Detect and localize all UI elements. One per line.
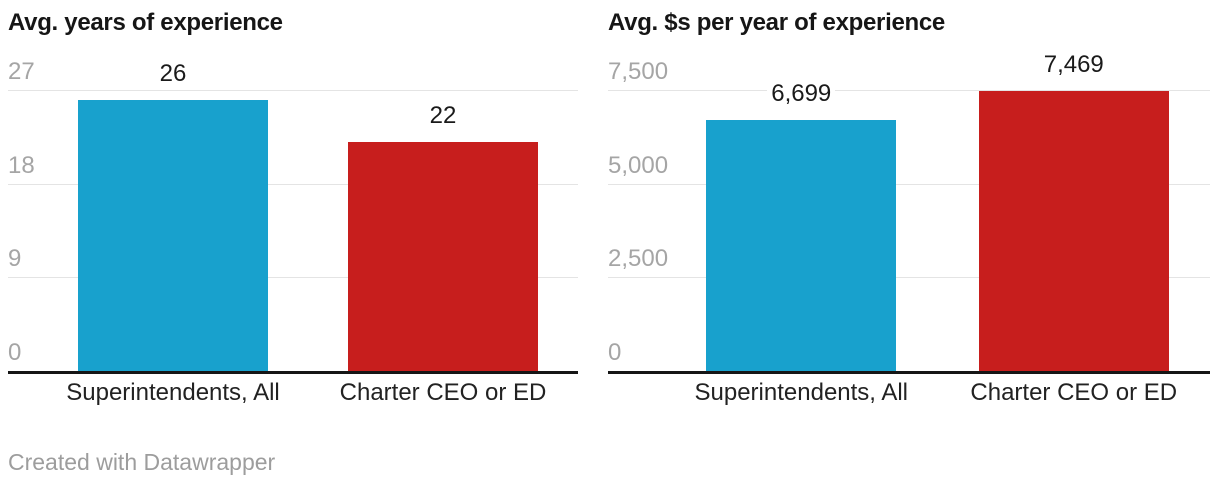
gridline xyxy=(608,183,1210,185)
y-axis-tick-label: 9 xyxy=(8,245,22,273)
gridline xyxy=(8,277,578,279)
y-axis-tick-label: 27 xyxy=(8,58,35,85)
chart-title: Avg. $s per year of experience xyxy=(608,9,945,36)
chart-title: Avg. years of experience xyxy=(8,9,283,36)
plot-area: 0 2,500 5,000 7,500 6,699 7,469 xyxy=(608,51,1210,374)
gridline xyxy=(608,277,1210,279)
gridline xyxy=(608,90,1210,91)
y-axis-tick-label: 5,000 xyxy=(608,151,669,179)
bar-value-label: 22 xyxy=(425,102,461,131)
x-axis-category-label: Superintendents, All xyxy=(66,379,280,406)
bar-superintendents-all xyxy=(706,120,897,371)
plot-area: 0 9 18 27 26 22 xyxy=(8,59,578,374)
gridline xyxy=(8,90,578,91)
x-axis-category-label: Charter CEO or ED xyxy=(970,379,1178,406)
y-axis-tick-label: 0 xyxy=(8,339,22,366)
bar-charter-ceo-or-ed xyxy=(978,91,1169,371)
y-axis-tick-label: 18 xyxy=(8,151,35,179)
y-axis-tick-label: 2,500 xyxy=(608,245,669,273)
bar-value-label: 7,469 xyxy=(1039,51,1108,80)
datawrapper-credit-link[interactable]: Created with Datawrapper xyxy=(8,449,276,475)
bar-value-label: 26 xyxy=(155,60,191,89)
bar-superintendents-all xyxy=(78,100,268,371)
y-axis-tick-label: 0 xyxy=(608,339,622,366)
bar-value-label: 6,699 xyxy=(767,80,836,109)
x-axis-category-label: Superintendents, All xyxy=(694,379,908,406)
y-axis-tick-label: 7,500 xyxy=(608,58,669,85)
gridline xyxy=(8,183,578,185)
chart-years-of-experience: Avg. years of experience 0 9 18 27 26 22 Supe… xyxy=(8,0,578,420)
x-axis-category-label: Charter CEO or ED xyxy=(339,379,547,406)
chart-dollars-per-year-of-experience: Avg. $s per year of experience 0 2,500 5,0… xyxy=(608,0,1210,420)
bar-charter-ceo-or-ed xyxy=(348,142,538,371)
